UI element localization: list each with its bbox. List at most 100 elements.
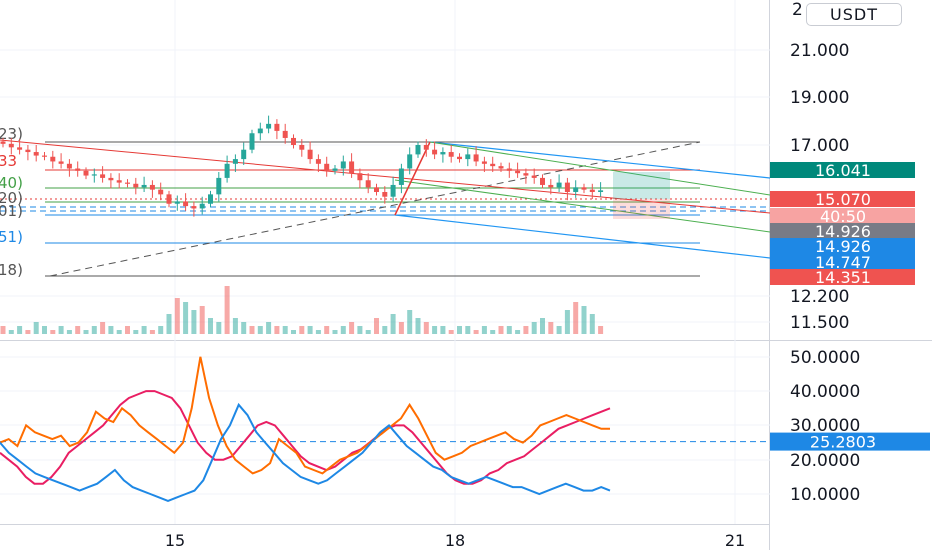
volume-bar xyxy=(108,326,114,334)
indicator-tick-label: 50.0000 xyxy=(790,348,860,368)
indicator-level-tag xyxy=(770,432,930,451)
price-tag-label: 14.926 xyxy=(815,222,871,241)
candle-body xyxy=(100,174,106,178)
price-tag xyxy=(770,238,915,254)
candle-body xyxy=(83,170,89,176)
volume-bar xyxy=(50,330,56,334)
candle-body xyxy=(589,189,595,192)
channel-green-line xyxy=(394,179,771,233)
candle-body xyxy=(465,154,471,160)
volume-bar xyxy=(91,326,97,334)
price-tag xyxy=(770,223,915,239)
candle-body xyxy=(473,154,479,162)
price-tag-label: 14.351 xyxy=(815,268,871,287)
volume-bar xyxy=(398,322,404,334)
volume-bar xyxy=(58,326,64,334)
volume-bar xyxy=(548,322,554,334)
candle-body xyxy=(307,149,313,160)
indicator-series-line xyxy=(0,356,610,475)
price-tag-label: 14.747 xyxy=(815,253,871,272)
volume-bar xyxy=(83,330,89,334)
volume-bar xyxy=(515,330,521,334)
channel-upper-line xyxy=(429,141,771,179)
price-tag xyxy=(770,162,915,178)
candle-body xyxy=(266,123,272,129)
candle-body xyxy=(42,155,47,157)
candle-body xyxy=(133,183,139,188)
price-tag-label: 14.926 xyxy=(815,237,871,256)
indicator-tick-label: 40.0000 xyxy=(790,382,860,402)
candle-body xyxy=(58,161,64,164)
candle-body xyxy=(573,187,579,192)
volume-bar xyxy=(382,326,388,334)
volume-bar xyxy=(423,322,429,334)
volume-bar xyxy=(357,326,363,334)
volume-bar xyxy=(581,306,587,334)
volume-bar xyxy=(407,310,413,334)
volume-bar xyxy=(573,302,579,334)
long-position-loss-zone xyxy=(613,199,670,219)
candle-body xyxy=(490,163,496,167)
volume-bar xyxy=(540,318,545,334)
volume-bar xyxy=(166,314,172,334)
volume-bar xyxy=(133,330,139,334)
candle-body xyxy=(274,123,280,131)
currency-selector[interactable]: USDT xyxy=(806,3,902,26)
indicator-series-line xyxy=(0,402,611,502)
volume-bar xyxy=(332,330,338,334)
indicator-tick-label: 30.0000 xyxy=(790,416,860,436)
volume-bar xyxy=(315,330,321,334)
candle-body xyxy=(232,159,238,164)
fib-level-label: 20) xyxy=(0,189,23,207)
volume-bar xyxy=(556,326,562,334)
candle-body xyxy=(116,180,122,183)
volume-bar xyxy=(374,318,379,334)
candle-body xyxy=(581,187,587,190)
fib-level-label: 33 xyxy=(0,152,17,170)
candle-body xyxy=(324,163,330,171)
volume-bar xyxy=(299,326,305,334)
candle-body xyxy=(108,177,114,181)
candle-body xyxy=(440,152,446,155)
volume-bar xyxy=(282,326,288,334)
price-tick-label-clipped: 2 xyxy=(792,0,803,20)
volume-bar xyxy=(481,326,487,334)
candle-body xyxy=(357,173,363,181)
candle-body xyxy=(224,163,230,178)
candle-body xyxy=(291,137,296,145)
volume-bar xyxy=(473,330,479,334)
candle-body xyxy=(66,163,72,169)
indicator-tick-label: 20.0000 xyxy=(790,451,860,471)
candle-body xyxy=(183,201,189,207)
volume-bar xyxy=(506,326,512,334)
candle-body xyxy=(149,184,155,190)
candle-body xyxy=(457,156,462,160)
candle-body xyxy=(332,168,338,171)
volume-bar xyxy=(349,322,355,334)
volume-bar xyxy=(183,302,189,334)
volume-bar xyxy=(365,330,371,334)
volume-bar xyxy=(432,326,438,334)
channel-green-line xyxy=(429,141,771,196)
candle-body xyxy=(299,145,305,150)
candle-body xyxy=(340,161,346,169)
candle-body xyxy=(158,189,164,195)
indicator-series-line xyxy=(0,390,611,485)
candle-body xyxy=(498,166,504,169)
candle-body xyxy=(8,143,14,148)
candle-body xyxy=(415,145,421,155)
volume-bar xyxy=(598,326,604,334)
candle-body xyxy=(382,192,388,197)
indicator-level-label: 25.2803 xyxy=(810,433,876,452)
candle-body xyxy=(216,177,222,195)
volume-bar xyxy=(564,310,570,334)
volume-bar xyxy=(457,326,462,334)
candle-body xyxy=(191,206,197,209)
price-tag xyxy=(770,269,915,285)
candle-body xyxy=(50,156,56,162)
volume-bar xyxy=(324,326,330,334)
candle-body xyxy=(241,149,247,160)
volume-bar xyxy=(149,330,155,334)
time-tick-label: 21 xyxy=(725,531,745,550)
